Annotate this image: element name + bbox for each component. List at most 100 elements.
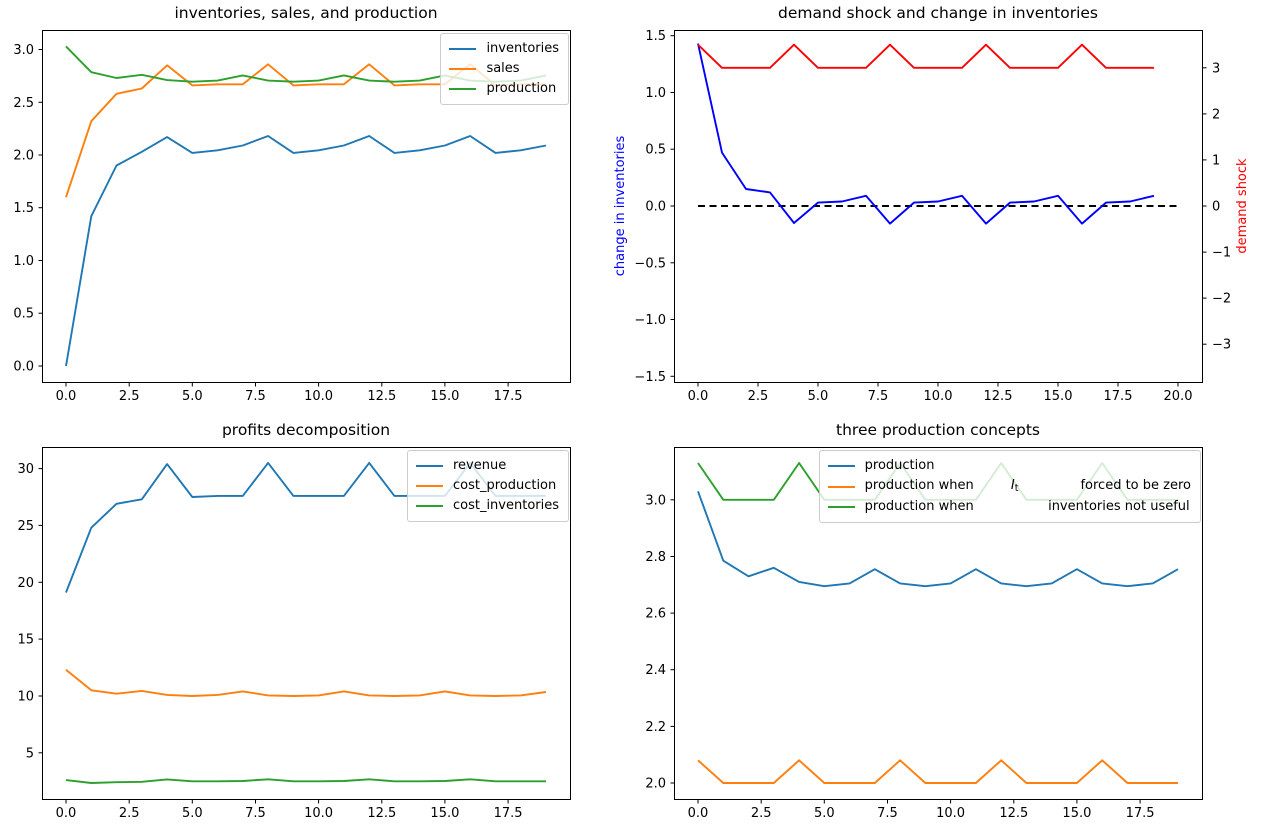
x-tick-label: 7.5: [245, 389, 266, 404]
y-tick-label: 0.5: [645, 143, 666, 158]
y-tick-label: 1.0: [13, 254, 34, 269]
legend-label-part: t: [1014, 483, 1019, 494]
legend: production production when It forced to b…: [818, 450, 1201, 523]
legend-entry: production when It forced to be zero: [827, 476, 1191, 497]
x-tick-label: 15.0: [1062, 806, 1091, 821]
y-tick-label: 2.8: [645, 550, 666, 565]
legend-label-part: cost_production: [452, 478, 557, 493]
x-tick-label: 15.0: [1044, 389, 1073, 404]
subplot-three-production-concepts: three production concepts 0.0 2.5 5.0 7.5 10…: [632, 417, 1264, 834]
series-line-cost-inventories: [65, 778, 546, 784]
series-line-production-when-i-t-forced-to-be-zero: [697, 759, 1178, 784]
x-tick-label: 12.5: [367, 389, 396, 404]
y-tick-label: 2.4: [645, 663, 666, 678]
legend-entry: sales: [449, 59, 559, 79]
series-line-inventories: [65, 135, 547, 367]
x-tick-label: 0.0: [688, 389, 709, 404]
x-tick-label: 2.5: [119, 806, 140, 821]
x-tick-label: 15.0: [430, 389, 459, 404]
legend-swatch-line: [415, 465, 443, 467]
legend-swatch-line: [449, 68, 477, 70]
chart-title: inventories, sales, and production: [174, 4, 438, 22]
y-tick-label: 2.5: [13, 96, 34, 111]
right-y-tick-label: −3: [1212, 338, 1231, 353]
legend-swatch-line: [827, 506, 855, 508]
legend-label-part: production when inventories not useful: [864, 499, 1190, 514]
legend-label: production when It forced to be zero: [865, 476, 1191, 497]
y-tick-label: 3.0: [13, 43, 34, 58]
legend-entry: inventories: [449, 39, 559, 59]
legend-label-part: revenue: [452, 458, 507, 473]
right-y-tick-label: 3: [1212, 61, 1220, 76]
x-tick-label: 10.0: [304, 389, 333, 404]
y-tick-label: 10: [17, 690, 34, 705]
y-tick-label: 1.5: [645, 29, 666, 44]
legend-entry: cost_production: [415, 476, 559, 496]
legend-label-part: forced to be zero: [1018, 478, 1191, 493]
x-tick-label: 17.5: [494, 389, 523, 404]
x-tick-label: 0.0: [56, 389, 77, 404]
y-tick-label: 25: [17, 519, 34, 534]
legend-label-part: production: [486, 81, 557, 96]
x-tick-label: 0.0: [688, 806, 709, 821]
legend-swatch-line: [827, 465, 855, 467]
axes-spine: [42, 447, 571, 800]
x-tick-label: 5.0: [808, 389, 829, 404]
legend-label: sales: [486, 59, 519, 79]
legend-label: production when inventories not useful: [865, 497, 1190, 517]
x-tick-label: 2.5: [751, 806, 772, 821]
chart-title: profits decomposition: [221, 421, 391, 439]
legend-entry: production: [449, 79, 559, 99]
x-tick-label: 10.0: [924, 389, 953, 404]
y-tick-label: 2.0: [13, 149, 34, 164]
y-tick-label: −0.5: [634, 256, 666, 271]
x-tick-label: 12.5: [999, 806, 1028, 821]
x-tick-label: 20.0: [1164, 389, 1193, 404]
y-tick-label: 2.6: [645, 607, 666, 622]
y-tick-label: 15: [17, 633, 34, 648]
y-axis-label-left: change in inventories: [613, 135, 628, 277]
x-tick-label: 17.5: [1126, 806, 1155, 821]
legend-entry: production when inventories not useful: [827, 497, 1191, 517]
y-tick-label: 0.0: [645, 200, 666, 215]
x-tick-label: 7.5: [868, 389, 889, 404]
y-tick-label: −1.0: [634, 313, 666, 328]
series-line-demand-shock: [697, 43, 1154, 69]
y-tick-label: 20: [17, 576, 34, 591]
legend-swatch-line: [449, 88, 477, 90]
axes-spine: [674, 30, 1203, 383]
y-tick-label: 2.0: [645, 777, 666, 792]
y-tick-label: 2.2: [645, 720, 666, 735]
legend-swatch-line: [415, 485, 443, 487]
series-line-change-in-inventories: [697, 43, 1155, 225]
axes-spine: [42, 30, 571, 383]
x-tick-label: 17.5: [1104, 389, 1133, 404]
y-tick-label: 1.0: [645, 86, 666, 101]
series-line-production: [697, 490, 1179, 588]
right-y-tick-label: 1: [1212, 153, 1220, 168]
axes-spine: [674, 447, 1203, 800]
y-tick-label: 30: [17, 462, 34, 477]
legend-label: production: [865, 456, 935, 476]
right-y-tick-label: −2: [1212, 292, 1231, 307]
x-tick-label: 2.5: [119, 389, 140, 404]
plot-canvas: 0.0 2.5 5.0 7.5 10.0 12.5 15.0 17.5 20.0−1.5−1.0…: [634, 29, 1231, 404]
y-axis-label-right: demand shock: [1235, 158, 1250, 254]
x-tick-label: 0.0: [56, 806, 77, 821]
x-tick-label: 12.5: [984, 389, 1013, 404]
y-tick-label: 1.5: [13, 201, 34, 216]
legend-label: cost_inventories: [453, 496, 559, 516]
y-tick-label: 3.0: [645, 493, 666, 508]
series-line-cost-production: [65, 669, 547, 697]
legend-entry: production: [827, 456, 1191, 476]
legend-label: production: [486, 79, 556, 99]
legend-label-part: production: [864, 458, 935, 473]
y-tick-label: 0.5: [13, 307, 34, 322]
x-tick-label: 5.0: [182, 806, 203, 821]
x-tick-label: 7.5: [877, 806, 898, 821]
x-tick-label: 15.0: [430, 806, 459, 821]
x-tick-label: 2.5: [748, 389, 769, 404]
legend: inventories sales production: [440, 33, 569, 105]
legend-swatch-line: [449, 48, 477, 50]
x-tick-label: 17.5: [494, 806, 523, 821]
